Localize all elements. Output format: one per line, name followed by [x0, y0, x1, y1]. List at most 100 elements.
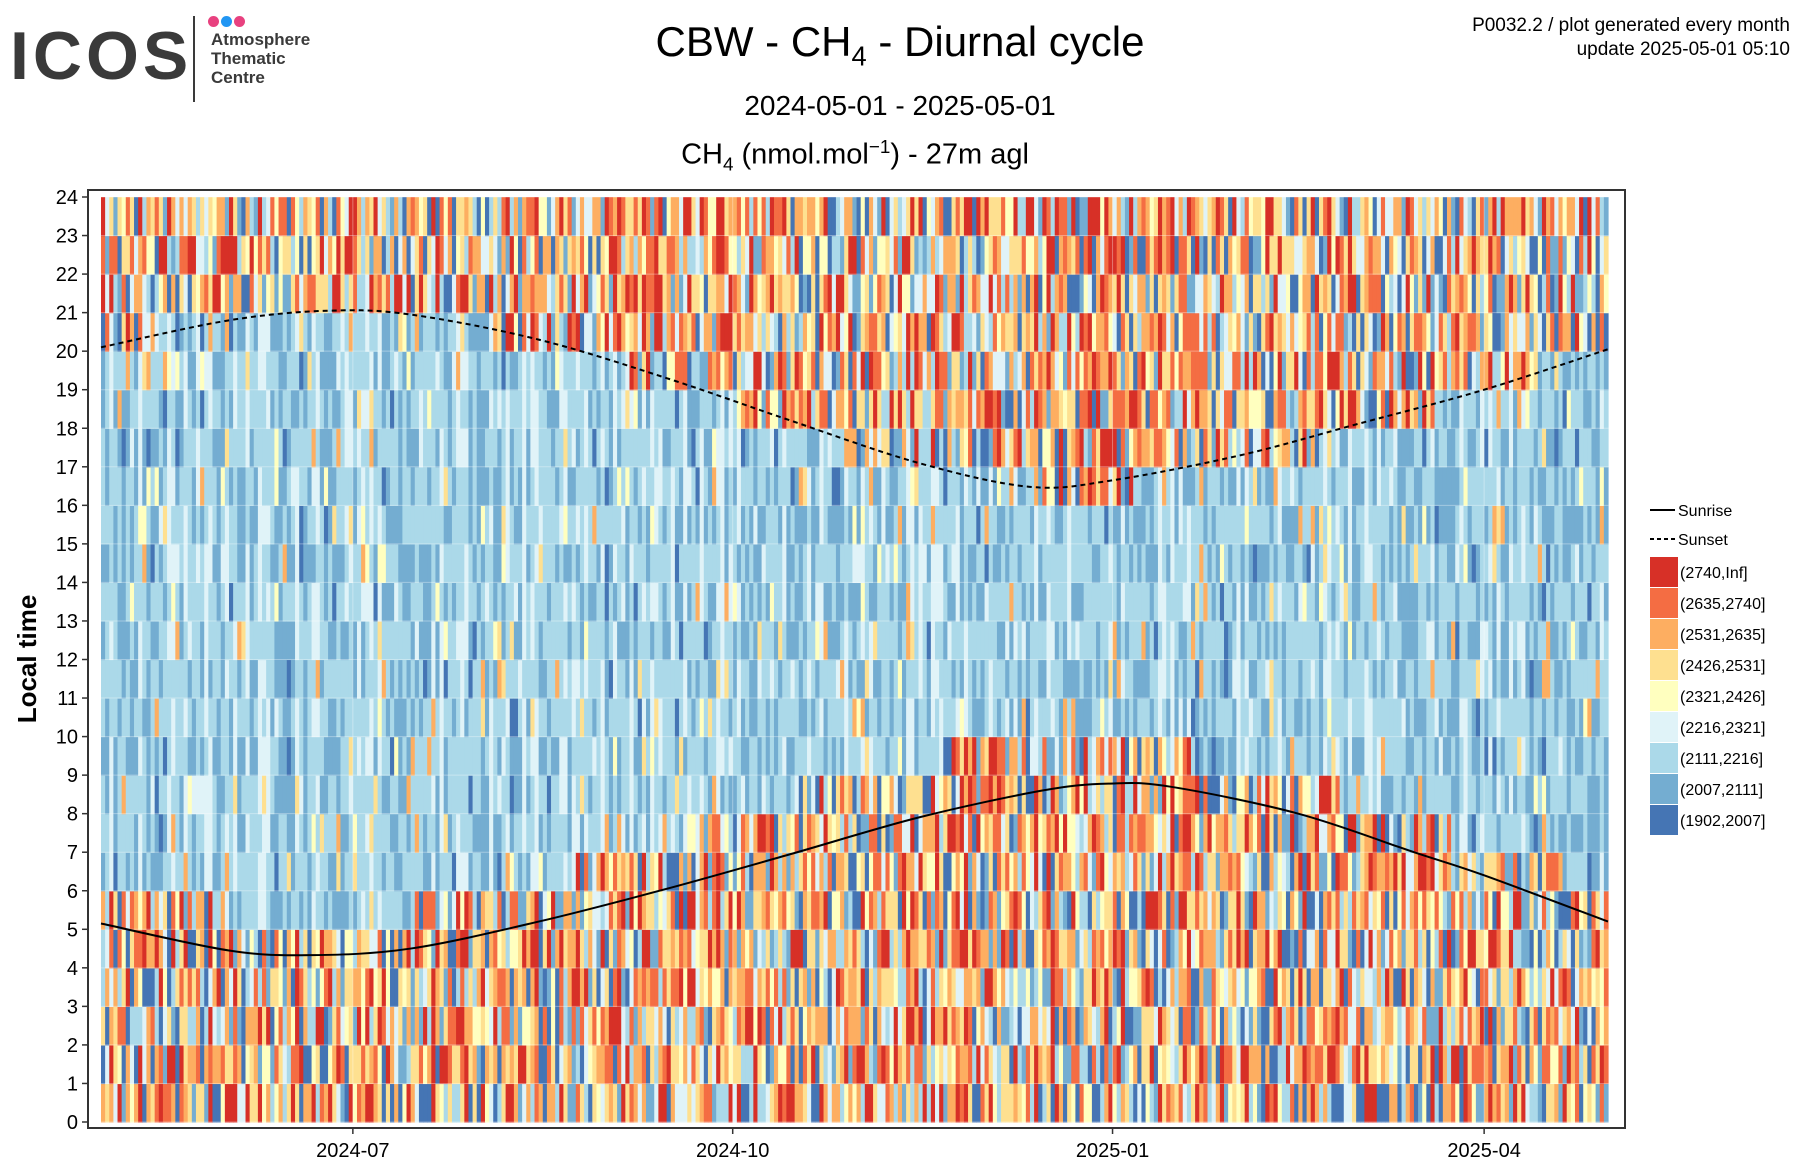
heat-cell: [522, 582, 527, 622]
heat-cell: [295, 389, 300, 429]
heat-cell: [769, 428, 775, 468]
heat-cell: [171, 929, 176, 969]
heat-cell: [237, 274, 242, 314]
heat-cell: [555, 197, 560, 237]
heat-cell: [208, 1044, 214, 1085]
heat-cell: [125, 890, 131, 930]
heat-cell: [129, 659, 135, 699]
heat-cell: [303, 582, 309, 622]
heat-cell: [332, 620, 337, 661]
heat-cell: [790, 929, 796, 969]
heat-cell: [340, 736, 346, 776]
heat-cell: [282, 698, 288, 738]
heat-cell: [712, 659, 717, 699]
heat-cell: [848, 620, 854, 661]
heat-cell: [910, 197, 915, 237]
heat-cell: [707, 312, 713, 352]
heat-cell: [522, 813, 527, 853]
heat-cell: [134, 890, 139, 930]
heat-cell: [406, 505, 412, 545]
heat-cell: [579, 1083, 585, 1123]
heat-cell: [873, 235, 878, 275]
heat-cell: [827, 1044, 833, 1085]
heat-cell: [245, 775, 251, 815]
heat-cell: [848, 389, 854, 429]
heat-cell: [451, 235, 457, 275]
heat-cell: [195, 582, 201, 622]
heat-cell: [662, 775, 668, 815]
heat-cell: [811, 1044, 816, 1085]
heat-cell: [435, 736, 441, 776]
heat-cell: [390, 235, 395, 275]
heat-cell: [274, 1083, 280, 1123]
heat-cell: [175, 1006, 181, 1046]
heat-cell: [464, 197, 470, 237]
heat-cell: [187, 351, 193, 391]
heat-cell: [484, 582, 490, 622]
heat-cell: [518, 813, 523, 853]
heat-cell: [922, 505, 928, 545]
heat-cell: [844, 351, 849, 391]
heat-cell: [612, 1083, 618, 1123]
heat-cell: [257, 852, 263, 892]
heat-cell: [811, 389, 816, 429]
heat-cell: [542, 852, 548, 892]
heat-cell: [303, 505, 309, 545]
heat-cell: [365, 929, 370, 969]
heat-cell: [815, 389, 821, 429]
heat-cell: [852, 274, 858, 314]
heat-cell: [542, 389, 548, 429]
heat-cell: [546, 890, 552, 930]
heat-cell: [431, 852, 437, 892]
heat-cell: [361, 659, 366, 699]
heat-cell: [567, 775, 573, 815]
heat-cell: [720, 775, 726, 815]
heat-cell: [253, 620, 259, 661]
heat-cell: [778, 274, 783, 314]
heat-cell: [266, 1083, 271, 1123]
heat-cell: [505, 620, 511, 661]
heat-cell: [204, 967, 209, 1007]
heat-cell: [101, 389, 106, 429]
heat-cell: [674, 852, 680, 892]
heat-cell: [654, 775, 659, 815]
heat-cell: [906, 466, 911, 506]
var-part: CH: [681, 138, 723, 171]
heat-cell: [617, 1044, 622, 1085]
heat-cell: [183, 197, 189, 237]
heat-cell: [889, 505, 895, 545]
heat-cell: [641, 736, 647, 776]
heat-cell: [513, 1044, 519, 1085]
heat-cell: [728, 967, 734, 1007]
heat-cell: [142, 698, 148, 738]
heat-cell: [344, 620, 350, 661]
heat-cell: [167, 967, 172, 1007]
heat-cell: [513, 582, 519, 622]
heat-cell: [848, 197, 854, 237]
heat-cell: [228, 929, 234, 969]
heat-cell: [150, 890, 156, 930]
heat-cell: [885, 274, 891, 314]
heat-cell: [893, 929, 899, 969]
heat-cell: [290, 312, 296, 352]
heat-cell: [402, 543, 408, 584]
heat-cell: [311, 543, 317, 584]
heat-cell: [336, 1083, 342, 1123]
heat-cell: [798, 698, 804, 738]
heat-cell: [195, 967, 201, 1007]
heat-cell: [856, 197, 862, 237]
heat-cell: [947, 351, 953, 391]
heat-cell: [443, 274, 449, 314]
heat-cell: [608, 312, 614, 352]
heat-cell: [827, 235, 833, 275]
heat-cell: [947, 582, 953, 622]
heat-cell: [757, 274, 763, 314]
heat-cell: [662, 582, 668, 622]
heat-cell: [216, 543, 222, 584]
heat-cell: [802, 389, 808, 429]
heat-cell: [212, 736, 218, 776]
heat-cell: [530, 389, 536, 429]
heat-cell: [819, 929, 825, 969]
heat-cell: [125, 235, 131, 275]
heat-cell: [105, 505, 110, 545]
